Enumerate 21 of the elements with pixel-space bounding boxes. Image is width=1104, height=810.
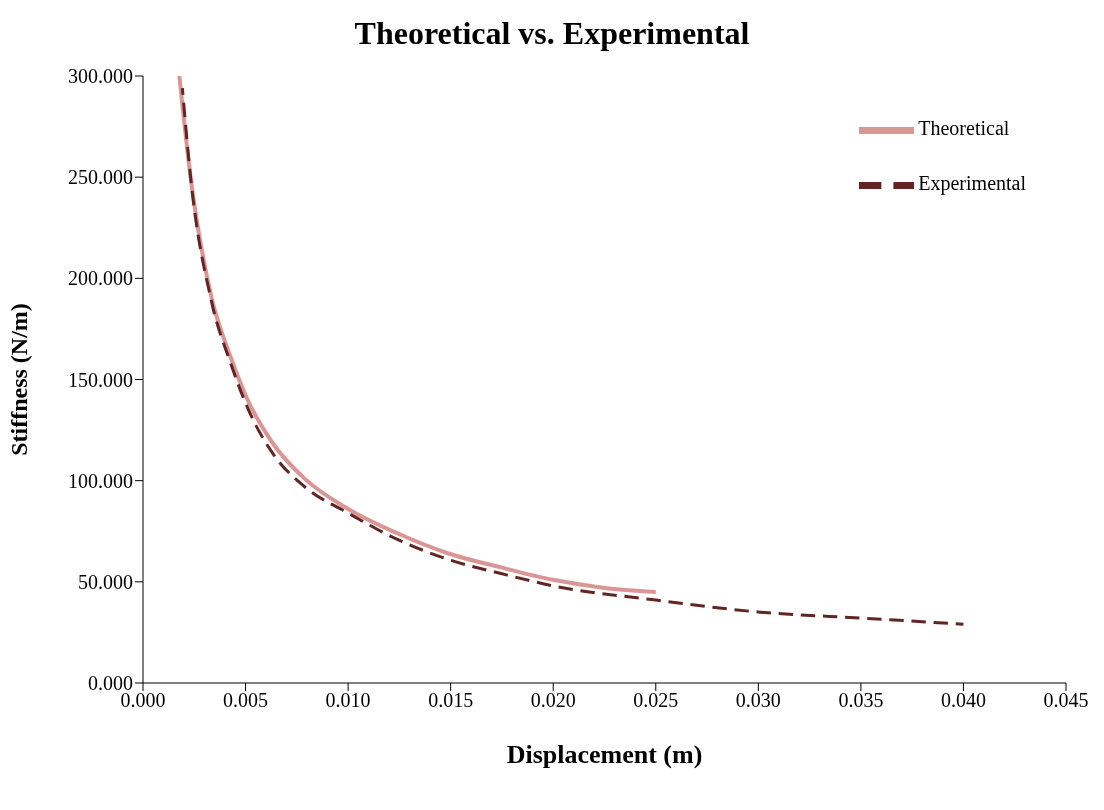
chart-title: Theoretical vs. Experimental xyxy=(353,14,751,53)
legend-label: Theoretical xyxy=(918,117,1010,140)
y-tick-label: 150.000 xyxy=(68,368,133,391)
x-tick-label: 0.015 xyxy=(428,689,474,712)
y-axis-title: Stiffness (N/m) xyxy=(5,303,32,456)
x-tick-label: 0.025 xyxy=(633,689,679,712)
x-axis-title: Displacement (m) xyxy=(506,740,703,769)
y-tick-label: 200.000 xyxy=(68,267,133,290)
legend-label: Experimental xyxy=(918,172,1026,195)
y-tick-label: 50.000 xyxy=(78,570,133,593)
y-tick-label: 300.000 xyxy=(68,65,133,88)
x-tick-label: 0.010 xyxy=(325,689,371,712)
y-tick-label: 100.000 xyxy=(68,469,133,492)
x-tick-label: 0.000 xyxy=(120,689,166,712)
x-tick-label: 0.045 xyxy=(1043,689,1089,712)
y-tick-label: 250.000 xyxy=(68,166,133,189)
x-tick-label: 0.040 xyxy=(940,689,986,712)
x-tick-label: 0.030 xyxy=(735,689,781,712)
x-tick-label: 0.005 xyxy=(223,689,269,712)
x-tick-label: 0.020 xyxy=(530,689,576,712)
x-tick-label: 0.035 xyxy=(838,689,884,712)
